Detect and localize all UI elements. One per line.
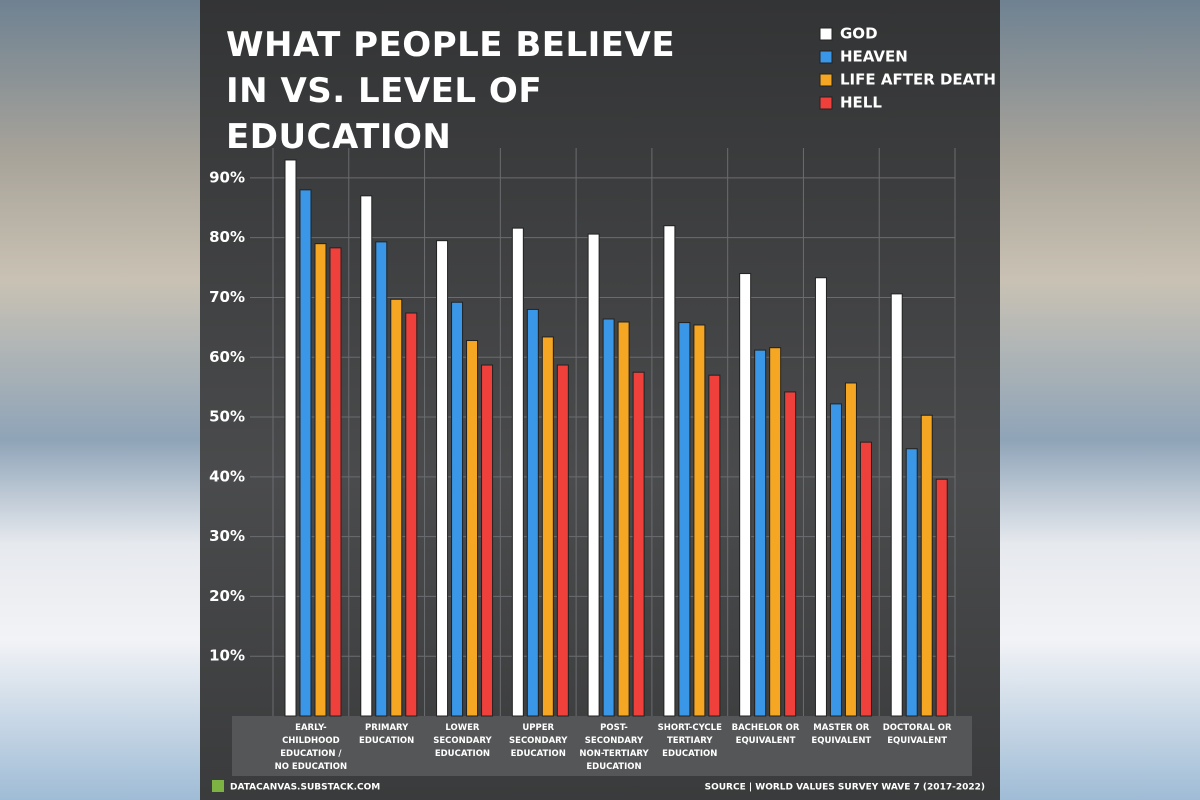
bar xyxy=(844,382,857,717)
bar xyxy=(466,340,479,717)
legend-swatch xyxy=(819,73,833,87)
y-tick-label: 70% xyxy=(209,288,245,306)
chart-title: WHAT PEOPLE BELIEVE IN VS. LEVEL OF EDUC… xyxy=(226,25,676,157)
bar xyxy=(556,364,569,717)
bar xyxy=(511,227,524,717)
bar xyxy=(526,308,539,717)
y-tick-label: 50% xyxy=(209,408,245,426)
legend-swatch xyxy=(819,27,833,41)
y-tick-label: 90% xyxy=(209,168,245,186)
x-tick-label: PRIMARY EDUCATION xyxy=(359,723,415,746)
bar xyxy=(769,347,782,717)
bar xyxy=(481,364,494,717)
bar xyxy=(451,301,464,717)
bar xyxy=(754,349,767,717)
x-tick-label: POST-SECONDARY NON-TERTIARY EDUCATION xyxy=(579,723,649,772)
bar xyxy=(360,195,373,717)
y-tick-label: 30% xyxy=(209,527,245,545)
bar xyxy=(602,318,615,717)
floor xyxy=(232,716,972,776)
bar xyxy=(829,403,842,717)
bar xyxy=(632,371,645,717)
bar xyxy=(299,189,312,717)
bar xyxy=(314,243,327,717)
y-tick-label: 20% xyxy=(209,587,245,605)
legend-swatch xyxy=(819,50,833,64)
bar xyxy=(678,322,691,717)
bar xyxy=(935,478,948,717)
bar xyxy=(663,225,676,717)
x-tick-label: BACHELOR OR EQUIVALENT xyxy=(731,723,800,746)
bar xyxy=(920,414,933,717)
bar xyxy=(587,233,600,717)
x-tick-label: MASTER OR EQUIVALENT xyxy=(811,723,872,746)
y-tick-label: 40% xyxy=(209,467,245,485)
footer-left: DATACANVAS.SUBSTACK.COM xyxy=(230,783,380,793)
bar xyxy=(617,321,630,717)
bar xyxy=(739,273,752,717)
bar xyxy=(329,247,342,717)
bar xyxy=(284,159,297,717)
bar xyxy=(375,241,388,717)
bar xyxy=(390,298,403,717)
bar xyxy=(693,324,706,717)
bar xyxy=(814,277,827,717)
bar xyxy=(541,336,554,717)
bar xyxy=(436,240,449,717)
y-tick-label: 10% xyxy=(209,647,245,665)
bar xyxy=(708,374,721,717)
bar xyxy=(890,293,903,717)
y-tick-label: 80% xyxy=(209,228,245,246)
bar xyxy=(405,312,418,717)
legend-label: HELL xyxy=(840,94,882,112)
legend-label: GOD xyxy=(840,25,878,43)
x-tick-label: DOCTORAL OR EQUIVALENT xyxy=(882,723,952,746)
legend-label: HEAVEN xyxy=(840,48,908,66)
y-tick-label: 60% xyxy=(209,348,245,366)
x-tick-label: UPPER SECONDARY EDUCATION xyxy=(509,723,568,759)
legend-swatch xyxy=(819,96,833,110)
x-tick-label: SHORT-CYCLE TERTIARY EDUCATION xyxy=(657,723,722,759)
bar xyxy=(905,448,918,717)
logo xyxy=(212,780,224,792)
legend-label: LIFE AFTER DEATH xyxy=(840,71,996,89)
footer-right: SOURCE | WORLD VALUES SURVEY WAVE 7 (201… xyxy=(705,783,985,793)
bar xyxy=(784,391,797,717)
x-tick-label: LOWER SECONDARY EDUCATION xyxy=(433,723,492,759)
bar xyxy=(859,441,872,717)
x-tick-label: EARLY-CHILDHOOD EDUCATION / NO EDUCATION xyxy=(274,723,348,772)
